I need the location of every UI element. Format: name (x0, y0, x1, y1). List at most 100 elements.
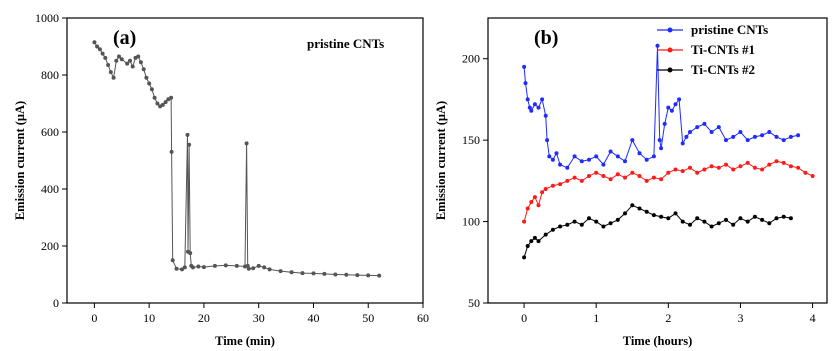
data-point (525, 244, 530, 248)
data-point (651, 175, 656, 180)
data-point (540, 97, 545, 102)
data-point (630, 203, 635, 208)
data-point (662, 121, 667, 126)
data-point (760, 217, 765, 222)
data-point (659, 146, 664, 151)
data-point (684, 134, 689, 139)
data-point (251, 266, 256, 271)
data-point (536, 105, 541, 110)
y-axis-label: Emission current (μA) (434, 101, 448, 220)
data-point (130, 64, 135, 69)
data-point (366, 273, 371, 278)
data-point (680, 219, 685, 224)
data-point (188, 251, 193, 256)
data-point (760, 167, 765, 172)
data-point (108, 70, 113, 75)
data-point (637, 206, 642, 211)
data-point (702, 121, 707, 126)
data-point (196, 264, 201, 269)
data-point (543, 232, 548, 237)
data-point (558, 182, 563, 187)
data-point (666, 216, 671, 221)
plot-frame (66, 17, 424, 304)
data-point (97, 47, 102, 52)
data-point (543, 187, 548, 191)
x-axis-label: Time (min) (215, 334, 275, 348)
data-point (587, 174, 591, 178)
data-point (117, 54, 121, 59)
data-point (114, 58, 119, 63)
chart-panel-1: 0 1 2 3 4 50 100 150 200 Time (hours) Emission cur… (434, 17, 828, 348)
data-point (344, 272, 349, 277)
data-point (545, 138, 550, 143)
y-tick-label: 0 (53, 296, 59, 310)
data-point (223, 263, 228, 268)
data-point (587, 157, 591, 162)
data-point (152, 95, 157, 100)
data-point (278, 269, 283, 274)
data-point (796, 165, 801, 170)
data-point (716, 125, 721, 130)
data-point (529, 200, 534, 204)
data-point (201, 265, 206, 270)
data-point (525, 206, 530, 211)
data-point (623, 159, 627, 164)
data-point (655, 43, 660, 48)
data-point (355, 273, 360, 278)
data-point (532, 235, 537, 240)
data-point (630, 138, 635, 143)
data-point (155, 101, 160, 106)
data-point (788, 134, 793, 139)
data-point (333, 272, 338, 277)
data-point (767, 162, 772, 167)
data-point (170, 258, 175, 263)
data-point (262, 265, 267, 270)
data-point (311, 271, 316, 276)
data-point (724, 138, 728, 143)
legend-entry: Ti-CNTs #1 (691, 42, 755, 57)
data-point (752, 214, 757, 219)
data-point (615, 172, 620, 177)
data-point (615, 154, 620, 159)
data-point (810, 174, 815, 178)
data-point (92, 40, 97, 45)
data-point (760, 133, 765, 138)
data-point (623, 175, 627, 180)
y-tick-label: 200 (41, 239, 59, 253)
data-point (709, 130, 714, 134)
data-point (579, 159, 584, 164)
y-tick-label: 100 (462, 215, 480, 229)
data-point (558, 162, 563, 167)
data-point (745, 160, 750, 165)
y-tick-label: 400 (41, 182, 59, 196)
x-tick-label: 0 (521, 311, 527, 325)
data-point (119, 57, 124, 62)
y-tick-label: 1000 (35, 11, 59, 25)
data-point (191, 265, 195, 270)
data-point (781, 138, 786, 143)
data-point (709, 164, 714, 169)
data-point (601, 224, 606, 229)
data-point (731, 222, 736, 227)
x-axis-label: Time (hours) (623, 334, 693, 348)
panel-label: (b) (534, 27, 558, 49)
data-point (111, 75, 116, 80)
data-point (709, 224, 714, 229)
series-line (523, 204, 792, 258)
data-point (752, 134, 757, 139)
data-point (615, 217, 620, 222)
data-point (572, 219, 577, 224)
x-tick-label: 30 (253, 311, 265, 325)
data-point (289, 270, 294, 275)
data-point (644, 178, 649, 183)
legend-entry: pristine CNTs (691, 22, 768, 37)
data-point (745, 219, 750, 224)
data-point (529, 239, 534, 244)
data-point (100, 51, 105, 56)
data-point (788, 164, 793, 169)
data-point (673, 167, 678, 172)
data-point (745, 138, 750, 143)
data-point (659, 214, 664, 219)
data-point (527, 105, 532, 110)
